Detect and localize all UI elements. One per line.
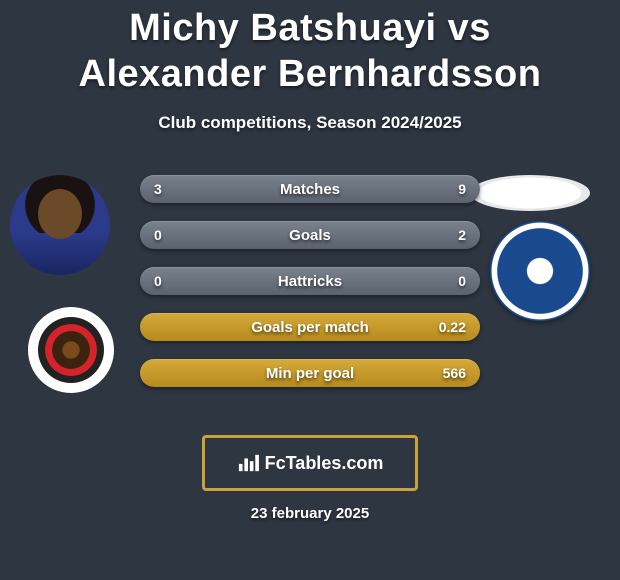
- stat-right-value: 0: [458, 273, 466, 289]
- stat-label: Matches: [140, 181, 480, 198]
- player-right-avatar: [470, 175, 590, 211]
- stat-label: Goals: [140, 227, 480, 244]
- bar-chart-icon: [237, 453, 259, 473]
- footer-label: FcTables.com: [265, 453, 384, 474]
- subtitle: Club competitions, Season 2024/2025: [0, 113, 620, 133]
- stat-row: 3Matches9: [140, 175, 480, 203]
- footer-badge[interactable]: FcTables.com: [202, 435, 418, 491]
- stat-right-value: 2: [458, 227, 466, 243]
- eagle-icon: [38, 317, 104, 383]
- stat-row: 0Hattricks0: [140, 267, 480, 295]
- stat-right-value: 566: [443, 365, 466, 381]
- stat-row: Goals per match0.22: [140, 313, 480, 341]
- stat-row: Min per goal566: [140, 359, 480, 387]
- stat-left-value: 3: [154, 181, 162, 197]
- stats-area: 3Matches90Goals20Hattricks0Goals per mat…: [0, 163, 620, 413]
- player-left-avatar: [10, 175, 110, 275]
- date: 23 february 2025: [0, 505, 620, 522]
- stat-label: Min per goal: [140, 365, 480, 382]
- stat-row: 0Goals2: [140, 221, 480, 249]
- stat-right-value: 9: [458, 181, 466, 197]
- page-title: Michy Batshuayi vs Alexander Bernhardsso…: [0, 0, 620, 97]
- stat-label: Goals per match: [140, 319, 480, 336]
- stat-left-value: 0: [154, 273, 162, 289]
- stat-label: Hattricks: [140, 273, 480, 290]
- club-badge-right: [490, 221, 590, 321]
- stat-right-value: 0.22: [439, 319, 466, 335]
- club-badge-left: [28, 307, 114, 393]
- stat-left-value: 0: [154, 227, 162, 243]
- stat-bars: 3Matches90Goals20Hattricks0Goals per mat…: [140, 175, 480, 405]
